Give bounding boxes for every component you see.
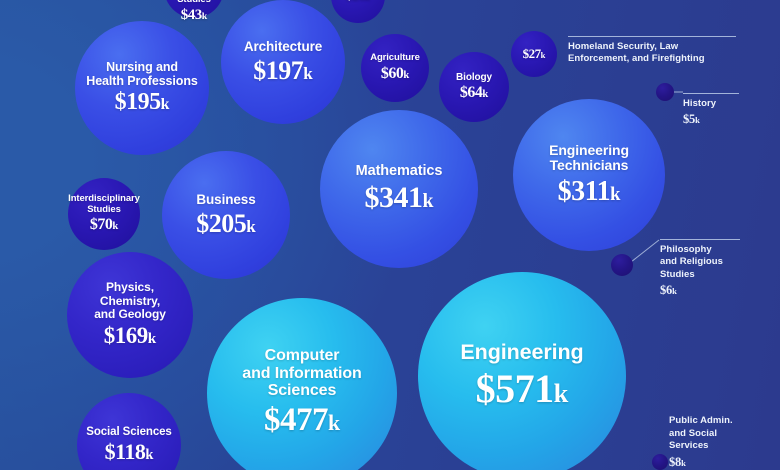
bubble[interactable]: Physics, Chemistry, and Geology $169k bbox=[67, 252, 193, 378]
bubble[interactable]: Agriculture $60k bbox=[361, 34, 429, 102]
bubble[interactable]: Business $205k bbox=[162, 151, 290, 279]
callout-rule bbox=[683, 93, 739, 94]
bubble[interactable]: Nursing and Health Professions $195k bbox=[75, 21, 209, 155]
bubble-value: $311k bbox=[557, 175, 621, 207]
bubble-value: $64k bbox=[459, 84, 489, 102]
callout-label: Philosophy and Religious Studies bbox=[660, 243, 723, 280]
bubble-value: $571k bbox=[475, 365, 569, 411]
bubble-label: Agriculture bbox=[370, 52, 420, 64]
bubble[interactable]: Mathematics $341k bbox=[320, 110, 478, 268]
bubble-label: Computer and Information Sciences bbox=[242, 346, 362, 400]
bubble[interactable]: Computer and Information Sciences $477k bbox=[207, 298, 397, 470]
bubble-label: Social Sciences bbox=[86, 425, 172, 438]
bubble-label: Business bbox=[196, 192, 256, 208]
callout-value: $8k bbox=[669, 454, 686, 469]
callout-label: Public Admin. and Social Services bbox=[669, 415, 733, 452]
bubble[interactable] bbox=[652, 454, 668, 470]
bubble[interactable]: Cultural, Gender, andGroup Studies$43k bbox=[164, 0, 224, 23]
bubble-value: $205k bbox=[196, 208, 256, 238]
bubble[interactable]: $27k bbox=[511, 31, 557, 77]
bubble-label: Physics, Chemistry, and Geology bbox=[94, 280, 166, 322]
bubble-value: $341k bbox=[364, 181, 434, 215]
callout-rule bbox=[568, 36, 736, 37]
bubble[interactable] bbox=[611, 254, 633, 276]
callout-rule bbox=[660, 239, 740, 240]
bubble-callout: History $5k bbox=[683, 93, 743, 128]
callout-value: $5k bbox=[683, 112, 700, 127]
bubble[interactable]: $26k bbox=[331, 0, 385, 23]
bubble[interactable]: Social Sciences $118k bbox=[77, 393, 181, 470]
bubble[interactable]: Engineering $571k bbox=[418, 272, 626, 470]
bubble[interactable]: Interdisciplinary Studies $70k bbox=[68, 178, 140, 250]
bubble-value: $43k bbox=[180, 6, 208, 23]
bubble-callout: Homeland Security, Law Enforcement, and F… bbox=[568, 36, 740, 66]
bubble-value: $197k bbox=[253, 55, 313, 85]
bubble-value: $169k bbox=[103, 322, 157, 348]
bubble-label: Biology bbox=[456, 71, 492, 83]
bubble-label: Engineering Technicians bbox=[549, 141, 629, 174]
bubble-label: Interdisciplinary Studies bbox=[68, 192, 140, 215]
callout-label: History bbox=[683, 97, 717, 109]
bubble-value: $60k bbox=[380, 64, 410, 82]
bubble-callout: Public Admin. and Social Services $8k bbox=[669, 415, 755, 470]
bubble-value: $195k bbox=[114, 89, 170, 116]
bubble-value: $27k bbox=[522, 46, 546, 62]
bubble[interactable] bbox=[656, 83, 674, 101]
bubble-callout: Philosophy and Religious Studies $6k bbox=[660, 239, 742, 299]
bubble-value: $477k bbox=[263, 402, 341, 439]
bubble[interactable]: Engineering Technicians $311k bbox=[513, 99, 665, 251]
bubble-label: Mathematics bbox=[355, 163, 443, 180]
bubble-label: Nursing and Health Professions bbox=[86, 59, 198, 88]
bubble[interactable]: Architecture $197k bbox=[221, 0, 345, 124]
bubble-label: Engineering bbox=[460, 340, 584, 365]
bubble-label: Cultural, Gender, andGroup Studies bbox=[164, 0, 224, 6]
bubble-label: Architecture bbox=[243, 39, 323, 55]
callout-label: Homeland Security, Law Enforcement, and F… bbox=[568, 40, 705, 65]
bubble-value: $26k bbox=[346, 0, 371, 4]
bubble[interactable]: Biology $64k bbox=[439, 52, 509, 122]
callout-value: $6k bbox=[660, 283, 677, 298]
bubble-value: $70k bbox=[89, 216, 119, 234]
bubble-value: $118k bbox=[104, 438, 154, 464]
